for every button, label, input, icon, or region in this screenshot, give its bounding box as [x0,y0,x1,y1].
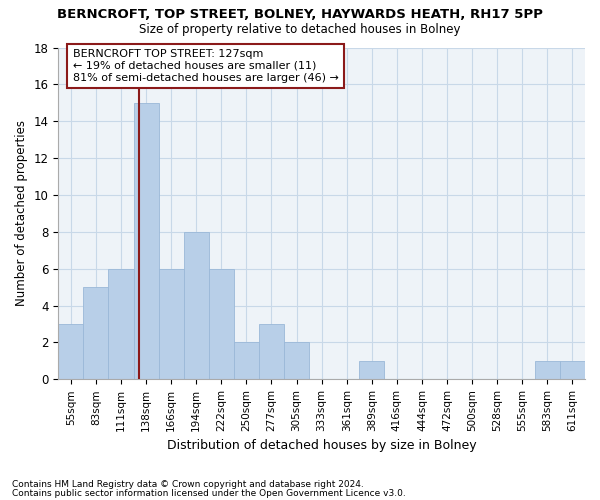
Text: BERNCROFT TOP STREET: 127sqm
← 19% of detached houses are smaller (11)
81% of se: BERNCROFT TOP STREET: 127sqm ← 19% of de… [73,50,339,82]
Bar [535,361,560,380]
Bar [158,268,184,380]
Text: Size of property relative to detached houses in Bolney: Size of property relative to detached ho… [139,22,461,36]
Text: BERNCROFT, TOP STREET, BOLNEY, HAYWARDS HEATH, RH17 5PP: BERNCROFT, TOP STREET, BOLNEY, HAYWARDS … [57,8,543,20]
Bar [259,324,284,380]
Bar [284,342,309,380]
Bar [58,324,83,380]
Text: Contains HM Land Registry data © Crown copyright and database right 2024.: Contains HM Land Registry data © Crown c… [12,480,364,489]
X-axis label: Distribution of detached houses by size in Bolney: Distribution of detached houses by size … [167,440,476,452]
Bar [209,268,234,380]
Bar [83,287,109,380]
Bar [560,361,585,380]
Y-axis label: Number of detached properties: Number of detached properties [15,120,28,306]
Bar [109,268,134,380]
Text: Contains public sector information licensed under the Open Government Licence v3: Contains public sector information licen… [12,488,406,498]
Bar [359,361,385,380]
Bar [184,232,209,380]
Bar [134,103,158,380]
Bar [234,342,259,380]
